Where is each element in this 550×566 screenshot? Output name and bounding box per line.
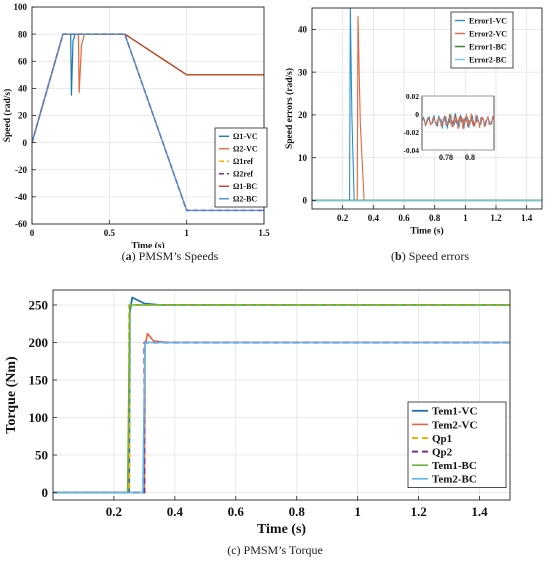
x-tick-label: 1 <box>184 228 189 238</box>
inset-trace-1 <box>421 113 495 130</box>
inset-y-tick-label: -0.04 <box>403 146 419 155</box>
x-tick-label: 0.4 <box>167 504 184 519</box>
x-tick-label: 0.2 <box>106 504 122 519</box>
x-tick-label: 0.2 <box>337 213 349 223</box>
x-tick-label: 1 <box>463 213 468 223</box>
caption-c-letter: c <box>231 543 237 557</box>
caption-b-text: Speed errors <box>408 249 469 263</box>
inset-y-tick-label: 0.02 <box>406 92 419 101</box>
caption-a: (a) PMSM’s Speeds <box>121 249 219 263</box>
y-tick-label: 40 <box>18 84 28 94</box>
y-axis-label: Torque (Nm) <box>4 356 19 434</box>
y-tick-label: 50 <box>35 448 48 463</box>
x-tick-label: 1.4 <box>471 504 488 519</box>
y-tick-label: 20 <box>18 111 28 121</box>
legend-entry: Ω1-BC <box>233 182 257 191</box>
x-tick-label: 0 <box>30 228 35 238</box>
x-tick-label: 0.6 <box>398 213 410 223</box>
legend-entry: Qp2 <box>432 446 453 458</box>
legend-entry: Tem2-VC <box>432 419 477 431</box>
x-axis-label: Time (s) <box>410 226 443 237</box>
y-tick-label: -20 <box>15 165 27 175</box>
y-tick-label: 0 <box>23 138 28 148</box>
y-tick-label: 150 <box>29 373 49 388</box>
series-line-5 <box>53 341 510 494</box>
y-tick-label: 20 <box>298 110 308 120</box>
inset-y-tick-label: 0 <box>415 110 419 119</box>
axes-frame <box>311 7 543 210</box>
x-tick-label: 0.8 <box>429 213 441 223</box>
torque-chart: 0.2 0.4 0.6 0.8 1 1.2 1.4 0 50 100 150 200 250 Time (… <box>4 289 511 537</box>
x-tick-label: 0.6 <box>228 504 245 519</box>
y-tick-label: -60 <box>15 219 27 229</box>
legend <box>450 11 514 69</box>
y-tick-label: 100 <box>14 2 28 12</box>
inset-x-tick-label: 0.78 <box>439 153 453 162</box>
y-tick-label: 100 <box>29 410 49 425</box>
legend <box>214 127 268 208</box>
legend-entry: Tem1-BC <box>432 460 477 472</box>
x-tick-label: 0.4 <box>368 213 380 223</box>
caption-c: (c) PMSM’s Torque <box>227 543 323 557</box>
caption-b: (b) Speed errors <box>391 249 469 263</box>
y-tick-label: 60 <box>18 56 28 66</box>
y-tick-label: 80 <box>18 29 28 39</box>
x-tick-label: 1 <box>354 504 361 519</box>
y-axis-label: Speed (rad/s) <box>2 89 13 143</box>
legend-entry: Error2-VC <box>469 29 507 38</box>
y-tick-label: 0 <box>42 485 49 500</box>
inset-x-tick-label: 0.8 <box>465 153 475 162</box>
x-tick-label: 0.5 <box>104 228 116 238</box>
caption-a-letter: a <box>125 249 132 263</box>
inset-y-tick-label: -0.02 <box>403 128 419 137</box>
caption-c-text: PMSM’s Torque <box>243 543 323 557</box>
y-axis-label: Speed errors (rad/s) <box>284 68 295 149</box>
legend-entry: Ω2-BC <box>233 195 257 204</box>
y-tick-label: -40 <box>15 192 27 202</box>
legend-entry: Ω2ref <box>233 170 253 179</box>
legend-entry: Ω1-VC <box>233 132 258 141</box>
series-line-5 <box>32 33 264 212</box>
x-axis-label: Time (s) <box>257 522 306 537</box>
legend-entry: Qp1 <box>432 433 452 445</box>
legend-entry: Error1-VC <box>469 16 507 25</box>
legend-entry: Error2-BC <box>469 55 507 64</box>
legend-entry: Tem2-BC <box>432 474 477 486</box>
legend-entry: Tem1-VC <box>432 406 477 418</box>
x-axis-label: Time (s) <box>131 241 164 249</box>
legend-entry: Ω1ref <box>233 157 253 166</box>
y-tick-label: 30 <box>298 67 308 77</box>
legend <box>407 401 507 488</box>
x-tick-label: 1.2 <box>490 213 502 223</box>
y-tick-label: 200 <box>29 335 49 350</box>
x-tick-label: 1.4 <box>521 213 533 223</box>
axes-frame <box>52 289 511 501</box>
y-tick-label: 10 <box>298 153 308 163</box>
legend-entry: Error1-BC <box>469 42 507 51</box>
y-tick-label: 250 <box>29 298 49 313</box>
errors-chart: 0.2 0.4 0.6 0.8 1 1.2 1.4 0 10 20 30 40 Time (s) Spee… <box>284 7 543 237</box>
x-tick-label: 1.5 <box>258 228 270 238</box>
y-tick-label: 0 <box>303 196 308 206</box>
y-tick-label: 40 <box>298 25 308 35</box>
legend-entry: Ω2-VC <box>233 145 258 154</box>
x-tick-label: 1.2 <box>410 504 426 519</box>
inset-trace-0 <box>421 113 495 129</box>
caption-b-letter: b <box>395 249 402 263</box>
caption-a-text: PMSM’s Speeds <box>138 249 219 263</box>
speeds-chart: 0 0.5 1 1.5 -60 -40 -20 0 20 40 60 80 100 Time (s) Spe… <box>2 2 270 249</box>
x-tick-label: 0.8 <box>289 504 306 519</box>
